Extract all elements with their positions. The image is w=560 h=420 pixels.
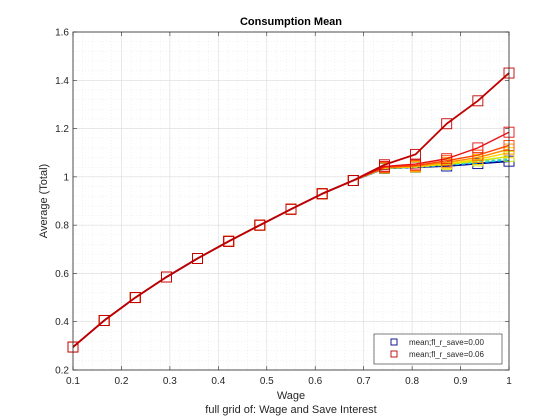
- x-tick-label: 0.8: [405, 376, 419, 387]
- legend: mean;fl_r_save=0.00 mean;fl_r_save=0.06: [373, 333, 503, 365]
- data-point: [223, 235, 235, 247]
- y-tick-label: 0.8: [55, 221, 69, 232]
- x-tick-label: 0.4: [211, 376, 225, 387]
- data-point: [316, 188, 328, 200]
- plot-area: [73, 32, 509, 370]
- y-tick-label: 1: [63, 172, 69, 183]
- legend-marker: [390, 350, 398, 358]
- data-point: [254, 219, 266, 231]
- legend-entry-label: mean;fl_r_save=0.00: [409, 338, 484, 347]
- data-point: [285, 203, 297, 215]
- axes-box: [72, 31, 510, 371]
- x-tick-label: 0.2: [114, 376, 128, 387]
- data-point: [129, 292, 141, 304]
- data-point: [410, 148, 421, 160]
- y-tick-label: 1.2: [55, 124, 69, 135]
- x-axis-sublabel: full grid of: Wage and Save Interest: [205, 404, 376, 416]
- x-axis-label: Wage: [277, 390, 305, 402]
- data-point: [441, 153, 453, 165]
- data-point: [472, 142, 484, 154]
- x-tick-label: 0.5: [260, 376, 274, 387]
- y-tick-label: 0.2: [55, 366, 69, 377]
- x-tick-label: 0.9: [454, 376, 468, 387]
- data-point: [379, 159, 390, 171]
- y-tick-label: 0.6: [55, 269, 69, 280]
- x-tick-label: 0.1: [66, 376, 80, 387]
- data-point: [347, 175, 359, 186]
- data-point: [192, 253, 204, 264]
- series-layer: [67, 67, 515, 353]
- data-point: [441, 118, 453, 130]
- data-point: [472, 95, 484, 107]
- y-axis-label: Average (Total): [38, 164, 50, 238]
- y-tick-label: 1.4: [55, 76, 69, 87]
- y-tick-label: 1.6: [55, 28, 69, 39]
- x-tick-label: 0.3: [163, 376, 177, 387]
- data-point: [160, 271, 172, 283]
- chart-title: Consumption Mean: [240, 16, 342, 28]
- legend-marker: [390, 338, 398, 346]
- x-axis: 0.1 0.2 0.3 0.4 0.5 0.6 0.7 0.8 0.9 1: [66, 32, 512, 387]
- x-tick-label: 0.6: [308, 376, 322, 387]
- y-axis: 0.2 0.4 0.6 0.8 1 1.2 1.4 1.6: [55, 28, 509, 377]
- series-line: [72, 72, 510, 348]
- x-tick-label: 0.7: [357, 376, 371, 387]
- data-point: [98, 315, 110, 326]
- x-tick-label: 1: [506, 376, 512, 387]
- legend-entry-label: mean;fl_r_save=0.06: [409, 350, 484, 359]
- data-point: [472, 149, 484, 161]
- y-tick-label: 0.4: [55, 317, 69, 328]
